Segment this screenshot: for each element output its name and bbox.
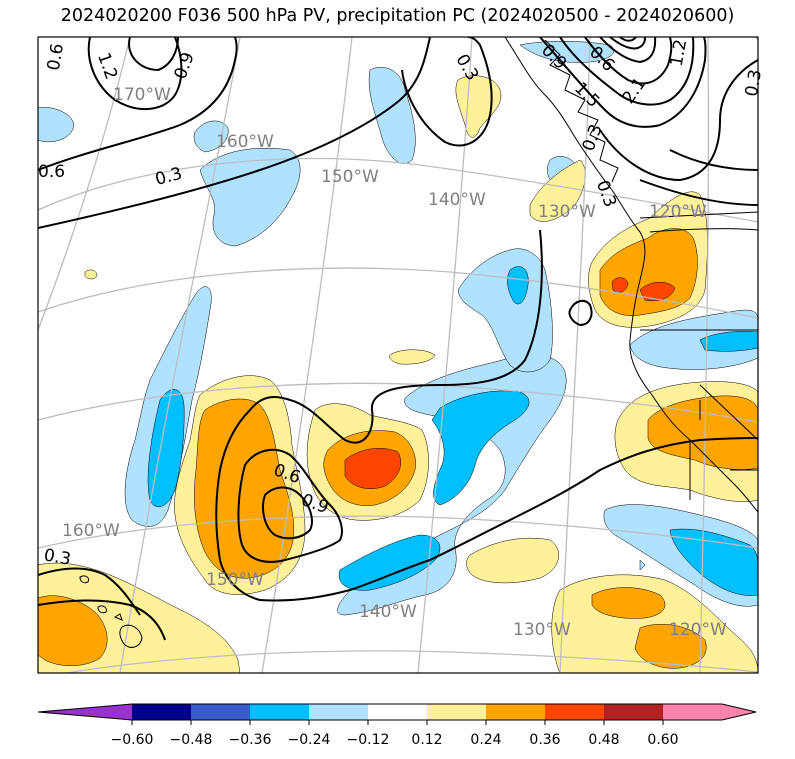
neg-region [368, 66, 416, 164]
colorbar-tick: 0.24 [470, 732, 501, 748]
colorbar-tick: 0.60 [647, 732, 678, 748]
colorbar-box [604, 704, 663, 720]
map-frame [37, 36, 759, 674]
neg-region [199, 147, 301, 247]
pos-region [455, 75, 502, 138]
pos-region [84, 269, 98, 280]
pos-region [639, 282, 676, 302]
pos-region [591, 587, 666, 619]
neg-region [457, 248, 553, 373]
colorbar-box [250, 704, 309, 720]
colorbar-tick: 0.48 [588, 732, 619, 748]
neg-region [629, 309, 758, 370]
lon-label: 160°W [216, 132, 274, 152]
neg-region [699, 331, 758, 352]
colorbar-tick: −0.48 [170, 732, 213, 748]
colorbar-tick: −0.12 [347, 732, 390, 748]
contour-label: 0.3 [742, 68, 766, 98]
colorbar-box [132, 704, 191, 720]
lon-label: 130°W [513, 620, 571, 640]
colorbar-extend-high [722, 704, 756, 720]
colorbar-extend-low [38, 704, 132, 720]
neg-region [507, 266, 529, 305]
pos-region [38, 595, 108, 666]
contour-label: 0.6 [38, 162, 65, 182]
pos-region [194, 398, 295, 579]
contour-label: 0.3 [42, 545, 72, 569]
hawaii-islands [79, 575, 143, 648]
colorbar-box [486, 704, 545, 720]
lon-label: 150°W [321, 167, 379, 187]
colorbar-tick: −0.60 [111, 732, 154, 748]
colorbar-tick: −0.24 [288, 732, 331, 748]
lon-label: 120°W [649, 202, 707, 222]
neg-region [338, 534, 441, 591]
pos-region [389, 349, 436, 365]
pv-contours [38, 37, 758, 641]
lon-label: 150°W [206, 570, 264, 590]
lon-label: 120°W [669, 620, 727, 640]
colorbar-box [368, 704, 427, 720]
colorbar-box [427, 704, 486, 720]
colorbar: −0.60 −0.48 −0.36 −0.24 −0.12 0.12 0.24 … [37, 703, 757, 748]
colorbar-box [545, 704, 604, 720]
neg-region [519, 41, 615, 63]
colorbar-box [663, 704, 722, 720]
colorbar-box [309, 704, 368, 720]
neg-region [38, 107, 75, 143]
neg-region [147, 389, 185, 508]
pos-region [344, 448, 401, 489]
lon-label: 170°W [113, 85, 171, 105]
colorbar-tick: 0.36 [529, 732, 560, 748]
colorbar-tick: −0.36 [229, 732, 272, 748]
map-title: 2024020200 F036 500 hPa PV, precipitatio… [60, 6, 735, 26]
lon-label: 140°W [428, 190, 486, 210]
pos-region [466, 537, 559, 584]
lon-label: 160°W [62, 521, 120, 541]
coastline [504, 37, 758, 513]
longitude-labels: 170°W 160°W 150°W 140°W 130°W 120°W 160°… [62, 85, 727, 640]
lon-label: 130°W [538, 202, 596, 222]
colorbar-box [191, 704, 250, 720]
contour-label: 0.6 [44, 42, 68, 72]
neg-region [639, 559, 646, 571]
contour-label: 1.2 [667, 38, 691, 68]
lon-label: 140°W [359, 602, 417, 622]
colorbar-tick: 0.12 [411, 732, 442, 748]
